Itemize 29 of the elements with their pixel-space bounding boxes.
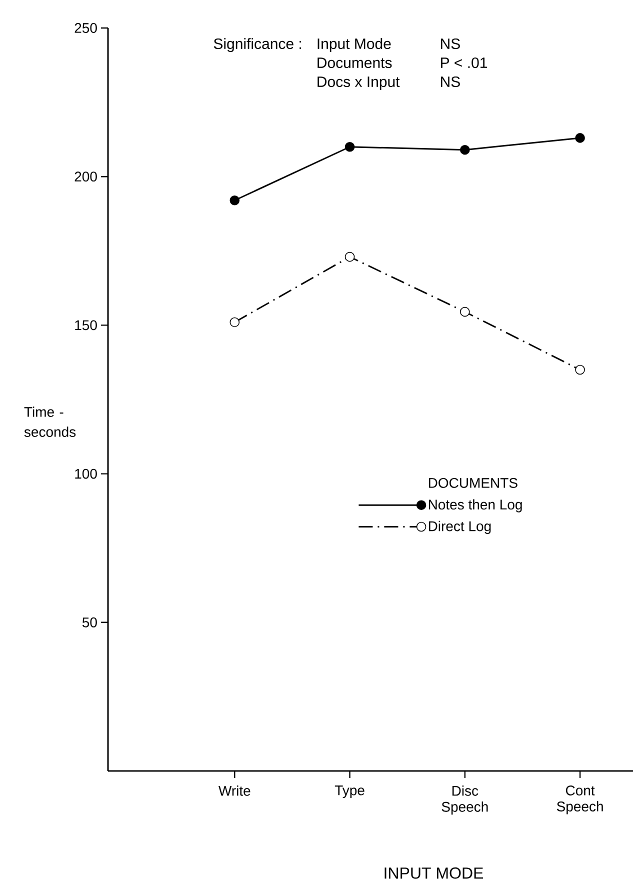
legend-label: Direct Log — [428, 520, 491, 534]
point — [344, 252, 355, 262]
point — [460, 144, 470, 155]
x-tick-label: Type — [334, 786, 364, 798]
x-axis-title: INPUT MODE — [384, 867, 484, 879]
x-tick-label: Write — [218, 786, 250, 796]
y-tick-label: 150 — [75, 320, 97, 330]
annotation: Significance : — [214, 38, 302, 52]
legend-title: DOCUMENTS — [428, 478, 518, 488]
point — [460, 306, 470, 317]
y-axis-title: Time - seconds — [24, 406, 76, 437]
point — [344, 142, 355, 152]
y-tick-label: 250 — [74, 23, 97, 33]
annotation: NS — [441, 76, 460, 88]
point — [575, 364, 585, 375]
annotation: Input Mode — [318, 38, 391, 52]
x-tick-label: Cont Speech — [556, 786, 603, 814]
x-tick-label: Disc Speech — [442, 786, 488, 815]
annotation: P < .01 — [441, 57, 487, 68]
y-tick-label: 50 — [82, 617, 97, 628]
annotation: NS — [441, 38, 460, 50]
annotation: Documents — [318, 58, 392, 68]
y-tick-label: 100 — [75, 468, 97, 479]
point — [230, 195, 240, 206]
annotation: Docs x Input — [318, 76, 400, 90]
y-tick-label: 200 — [74, 172, 97, 182]
legend-label: Notes then Log — [428, 499, 522, 512]
point — [575, 133, 585, 143]
point — [230, 317, 240, 328]
